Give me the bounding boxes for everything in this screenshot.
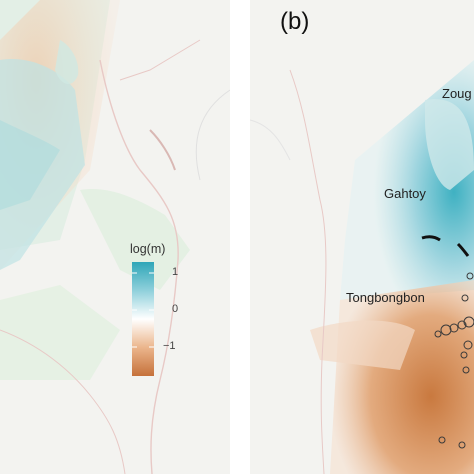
sample-point [440, 324, 452, 336]
map-panel-b: (b) Zoug Gahtoy Tongbongbon [250, 0, 474, 474]
prediction-surface-a-teal-core [0, 120, 60, 210]
map-a-canvas [0, 0, 230, 474]
boundary-mark-1 [421, 235, 441, 242]
town-a [149, 129, 176, 171]
legend-tick-label-neg1: −1 [163, 340, 176, 352]
sample-point [461, 294, 469, 302]
sample-point [460, 351, 468, 359]
road-a-main [99, 59, 179, 474]
legend-tick-label-1: 1 [172, 266, 179, 278]
floodplain-a [80, 189, 190, 290]
legend-colorbar [132, 262, 154, 376]
map-panel-a: log(m) 1 0 −1 [0, 0, 230, 474]
road-b-west [250, 119, 291, 161]
sample-points [434, 272, 474, 449]
sample-point [466, 272, 474, 280]
road-a-north [119, 39, 201, 81]
lake-b [425, 99, 474, 190]
legend-title: log(m) [130, 242, 166, 256]
road-b-main [289, 69, 327, 474]
sample-point [434, 330, 442, 338]
prediction-surface-b-fade [310, 320, 415, 370]
sample-point [463, 340, 473, 350]
place-label-tongbongbon: Tongbongbon [346, 290, 425, 305]
lake-a [55, 40, 79, 85]
road-a-south [0, 329, 126, 474]
place-label-zoug: Zoug [442, 86, 472, 101]
panel-label-b: (b) [280, 8, 310, 35]
prediction-surface-b-orange [330, 280, 474, 474]
floodplain-a-south [0, 285, 120, 380]
sample-point [463, 316, 474, 328]
map-b-canvas [250, 0, 474, 474]
place-label-gahtoy: Gahtoy [384, 186, 426, 201]
border-a [195, 89, 230, 181]
legend-tick-label-0: 0 [172, 303, 179, 315]
sample-point [438, 436, 446, 444]
sample-point [462, 366, 470, 374]
sample-point [457, 320, 467, 330]
panel-gap [230, 0, 250, 474]
boundary-mark-2 [456, 242, 470, 257]
sample-point [458, 441, 466, 449]
sample-point [449, 323, 459, 333]
